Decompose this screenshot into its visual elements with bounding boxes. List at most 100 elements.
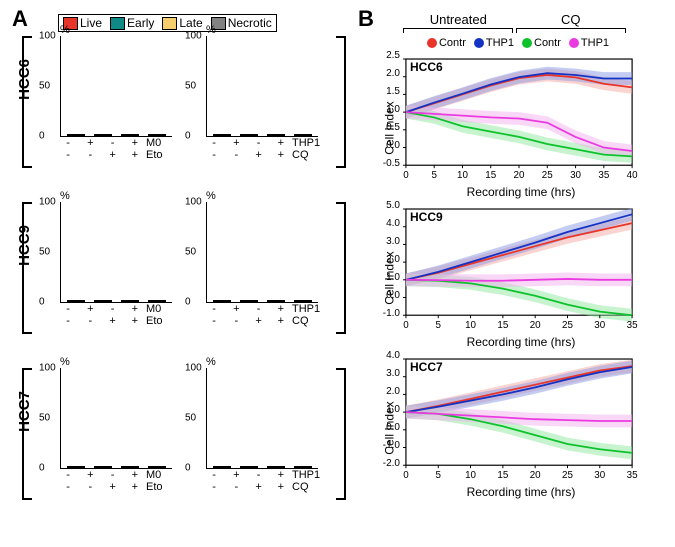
xlabel: + — [270, 137, 292, 149]
ytick: 100 — [185, 31, 202, 42]
svg-text:30: 30 — [570, 170, 581, 181]
xlabel: - — [225, 149, 247, 161]
pct-label: % — [206, 24, 216, 36]
xlabel: + — [124, 137, 146, 149]
xlabel: Recording time (hrs) — [398, 485, 644, 499]
legend-item: Late — [162, 16, 202, 30]
ytick: 100 — [39, 363, 56, 374]
bracket-icon — [336, 36, 346, 168]
bar — [213, 300, 231, 302]
bar — [294, 466, 312, 468]
xlabel-end: M0 — [146, 137, 172, 149]
legend-item: Necrotic — [211, 16, 272, 30]
barchart: %050100-+-+THP1--++CQ — [186, 368, 318, 493]
pct-label: % — [206, 190, 216, 202]
dot-icon — [474, 38, 484, 48]
swatch-icon — [110, 17, 125, 30]
bar — [67, 466, 85, 468]
ytick: 1.0 — [378, 272, 400, 283]
xlabel: + — [124, 149, 146, 161]
legend-label: Contr — [534, 37, 561, 49]
xlabel: - — [102, 303, 124, 315]
xlabel: - — [203, 481, 225, 493]
ytick: 50 — [185, 247, 196, 258]
ytick: 0 — [185, 131, 191, 142]
svg-text:30: 30 — [594, 320, 605, 331]
xlabel: + — [79, 303, 101, 315]
ytick: 1.0 — [378, 104, 400, 115]
ytick: 2.0 — [378, 254, 400, 265]
xlabel-row: -+-+THP1 — [203, 469, 318, 481]
barchart: %050100-+-+M0--++Eto — [40, 202, 172, 327]
pct-label: % — [206, 356, 216, 368]
ytick: 100 — [39, 197, 56, 208]
pct-label: % — [60, 24, 70, 36]
xlabel: - — [57, 469, 79, 481]
xlabel-row: --++CQ — [203, 149, 318, 161]
svg-text:20: 20 — [514, 170, 525, 181]
barchart: %050100-+-+THP1--++CQ — [186, 202, 318, 327]
ytick: 0 — [39, 131, 45, 142]
xlabel: + — [270, 149, 292, 161]
ytick: 0.0 — [378, 290, 400, 301]
bracket-icon — [336, 202, 346, 334]
ytick: 50 — [185, 413, 196, 424]
bar — [213, 134, 231, 136]
ytick: 50 — [39, 81, 50, 92]
xlabel: - — [225, 481, 247, 493]
xlabel-end: M0 — [146, 303, 172, 315]
ytick: 0.5 — [378, 122, 400, 133]
row-hcc7: HCC7 %050100-+-+M0--++Eto%050100-+-+THP1… — [10, 368, 340, 530]
svg-text:25: 25 — [562, 320, 573, 331]
pct-label: % — [60, 190, 70, 202]
xlabel: - — [225, 315, 247, 327]
condition-cq: CQ — [516, 12, 626, 33]
xlabel: + — [270, 303, 292, 315]
ytick: 2.0 — [378, 386, 400, 397]
xlabel-row: -+-+THP1 — [203, 303, 318, 315]
xlabel-end: THP1 — [292, 303, 318, 315]
row-hcc9: HCC9 %050100-+-+M0--++Eto%050100-+-+THP1… — [10, 202, 340, 364]
xlabel: + — [124, 469, 146, 481]
svg-text:35: 35 — [598, 170, 609, 181]
svg-text:0: 0 — [403, 320, 409, 331]
pct-label: % — [60, 356, 70, 368]
xlabel: - — [248, 469, 270, 481]
legend-b: ContrTHP1ContrTHP1 — [408, 37, 628, 49]
xlabel: - — [57, 137, 79, 149]
xlabel: - — [57, 315, 79, 327]
panel-a-label: A — [12, 6, 28, 32]
xlabel-end: M0 — [146, 469, 172, 481]
legend-item: Contr — [427, 37, 466, 49]
xlabel-row: -+-+M0 — [57, 469, 172, 481]
xlabel-row: --++CQ — [203, 481, 318, 493]
svg-text:10: 10 — [465, 320, 476, 331]
svg-text:35: 35 — [627, 320, 638, 331]
xlabel-end: Eto — [146, 315, 172, 327]
xlabel: Recording time (hrs) — [398, 335, 644, 349]
ytick: -1.0 — [378, 308, 400, 319]
legend-label: Live — [80, 16, 102, 30]
xlabel-row: --++Eto — [57, 315, 172, 327]
barchart: %050100-+-+M0--++Eto — [40, 36, 172, 161]
panel-a: A LiveEarlyLateNecrotic HCC6 %050100-+-+… — [10, 10, 340, 530]
chart-title: HCC9 — [410, 210, 443, 224]
legend-label: THP1 — [581, 37, 609, 49]
ytick: 0 — [39, 297, 45, 308]
xlabel-row: -+-+THP1 — [203, 137, 318, 149]
xlabel: - — [203, 137, 225, 149]
ytick: 4.0 — [378, 218, 400, 229]
bar — [94, 134, 112, 136]
ytick: 0 — [185, 463, 191, 474]
bar — [121, 134, 139, 136]
xlabel-row: -+-+M0 — [57, 303, 172, 315]
linechart-svg: 0510152025303540 — [402, 57, 638, 181]
xlabel: + — [102, 481, 124, 493]
bracket-icon — [22, 36, 32, 168]
ytick: 100 — [185, 197, 202, 208]
svg-text:40: 40 — [627, 170, 638, 181]
linechart-svg: 05101520253035 — [402, 207, 638, 331]
xlabel: + — [248, 481, 270, 493]
xlabel: + — [124, 303, 146, 315]
svg-text:15: 15 — [497, 320, 508, 331]
